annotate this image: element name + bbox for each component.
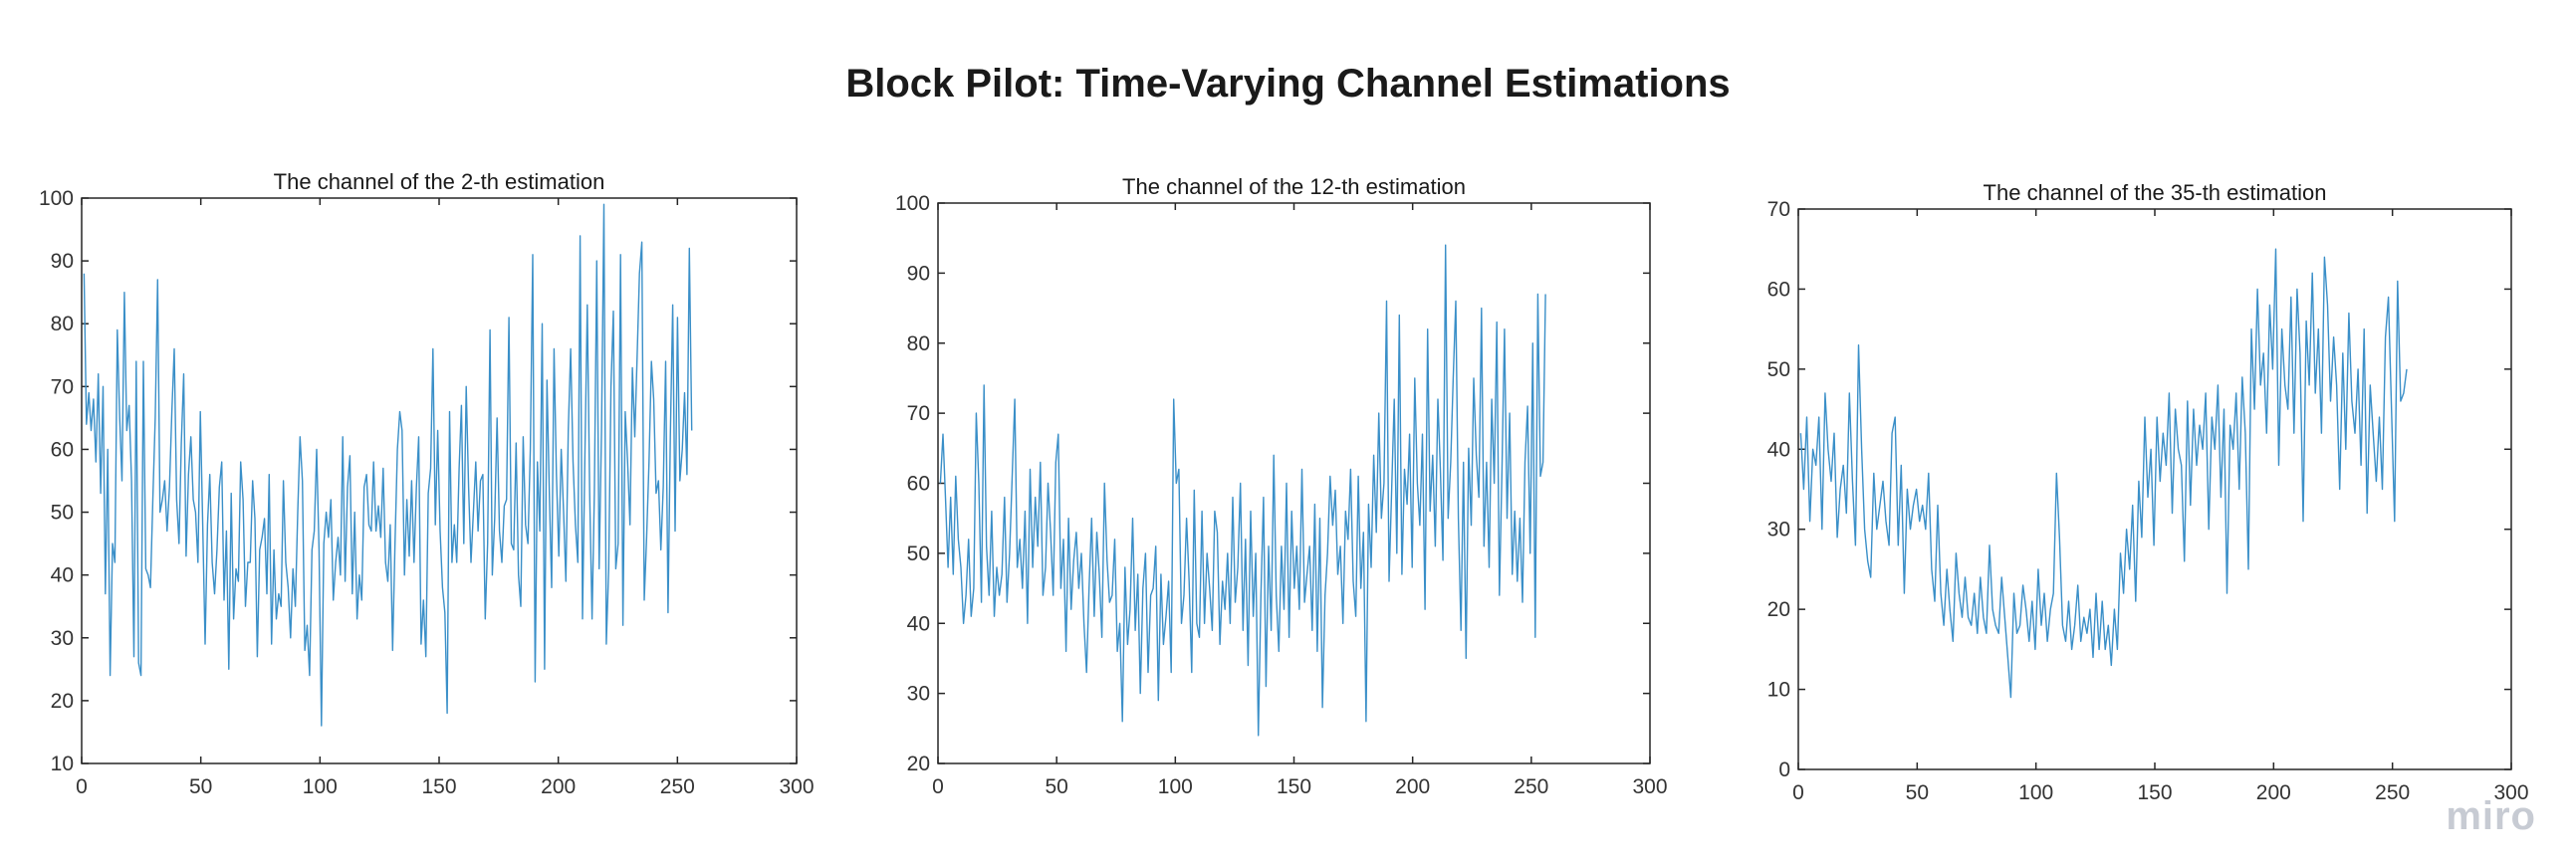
x-tick-label: 200 xyxy=(541,775,576,798)
x-tick-label: 150 xyxy=(421,775,456,798)
y-tick-label: 10 xyxy=(1767,679,1790,702)
x-tick-label: 50 xyxy=(189,775,212,798)
y-tick-label: 100 xyxy=(39,187,74,210)
y-tick-label: 40 xyxy=(907,612,930,635)
chart-title: The channel of the 2-th estimation xyxy=(274,169,605,194)
x-tick-label: 300 xyxy=(1632,775,1667,798)
x-tick-label: 250 xyxy=(1514,775,1548,798)
y-tick-label: 90 xyxy=(907,262,930,285)
series-line xyxy=(1799,248,2408,699)
x-tick-label: 0 xyxy=(932,775,944,798)
y-tick-label: 0 xyxy=(1778,758,1790,781)
plot-area-frame xyxy=(937,202,1651,764)
y-tick-label: 20 xyxy=(907,753,930,775)
y-tick-label: 70 xyxy=(907,402,930,425)
x-tick-label: 0 xyxy=(76,775,88,798)
series-line xyxy=(83,203,693,727)
series-line xyxy=(939,244,1546,737)
y-tick-label: 60 xyxy=(907,473,930,496)
x-tick-label: 0 xyxy=(1792,781,1804,804)
x-tick-label: 150 xyxy=(2137,781,2172,804)
x-tick-label: 100 xyxy=(2018,781,2053,804)
x-tick-label: 100 xyxy=(303,775,338,798)
x-tick-label: 250 xyxy=(2375,781,2410,804)
y-tick-label: 10 xyxy=(51,753,74,775)
y-tick-label: 30 xyxy=(907,683,930,706)
x-tick-label: 200 xyxy=(1395,775,1430,798)
y-tick-label: 70 xyxy=(1767,198,1790,221)
miro-watermark: miro xyxy=(2446,794,2536,838)
y-tick-label: 90 xyxy=(51,250,74,273)
x-tick-label: 300 xyxy=(2493,781,2528,804)
y-tick-label: 60 xyxy=(1767,278,1790,301)
y-tick-label: 50 xyxy=(1767,358,1790,381)
y-tick-label: 80 xyxy=(907,332,930,355)
y-tick-label: 70 xyxy=(51,375,74,398)
y-tick-label: 30 xyxy=(1767,519,1790,541)
x-tick-label: 250 xyxy=(660,775,695,798)
figure-title: Block Pilot: Time-Varying Channel Estima… xyxy=(845,62,1731,106)
chart-3: The channel of the 35-th estimation 0 50 10… xyxy=(1767,180,2529,804)
chart-2: The channel of the 12-th estimation 0 50 10… xyxy=(895,174,1668,798)
y-tick-label: 30 xyxy=(51,627,74,650)
y-tick-label: 20 xyxy=(1767,598,1790,621)
y-tick-label: 50 xyxy=(907,542,930,565)
x-tick-label: 50 xyxy=(1045,775,1067,798)
x-tick-label: 200 xyxy=(2256,781,2291,804)
chart-title: The channel of the 35-th estimation xyxy=(1984,180,2327,205)
y-tick-label: 40 xyxy=(1767,438,1790,461)
x-tick-label: 300 xyxy=(779,775,814,798)
y-tick-label: 20 xyxy=(51,690,74,713)
chart-title: The channel of the 12-th estimation xyxy=(1122,174,1466,199)
y-tick-label: 80 xyxy=(51,313,74,335)
y-tick-label: 100 xyxy=(895,192,930,215)
x-tick-label: 100 xyxy=(1158,775,1193,798)
chart-1: The channel of the 2-th estimation 0 50 100… xyxy=(39,169,815,798)
y-tick-label: 50 xyxy=(51,502,74,525)
y-tick-label: 40 xyxy=(51,564,74,587)
y-tick-label: 60 xyxy=(51,438,74,461)
x-tick-label: 50 xyxy=(1906,781,1929,804)
x-tick-label: 150 xyxy=(1277,775,1311,798)
